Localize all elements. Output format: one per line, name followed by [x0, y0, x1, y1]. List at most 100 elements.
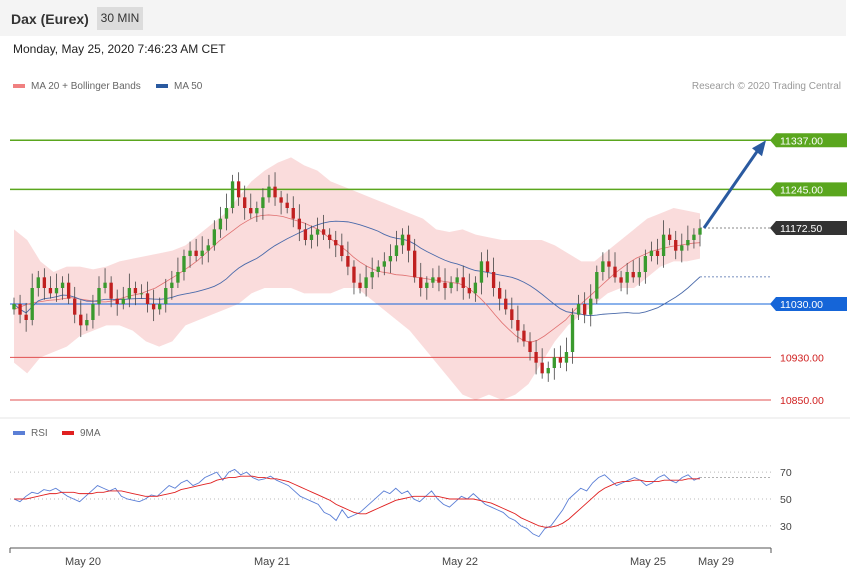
candle-body	[85, 320, 89, 326]
candle-body	[346, 256, 350, 267]
candle-body	[328, 234, 332, 240]
rsi-tick-label: 30	[780, 521, 792, 533]
candle-body	[164, 288, 168, 304]
candle-body	[491, 272, 496, 288]
timeframe-badge[interactable]: 30 MIN	[97, 7, 143, 30]
candle-body	[467, 288, 471, 294]
price-levels	[10, 139, 771, 401]
candle-body	[376, 266, 380, 272]
legend-ma50: MA 50	[156, 81, 202, 92]
level-label: 10850.00	[780, 395, 824, 407]
candle-body	[285, 202, 289, 208]
candle-body	[504, 298, 508, 310]
candle-body	[42, 277, 47, 288]
candle-body	[607, 261, 611, 267]
candle-body	[297, 218, 301, 230]
candle-body	[36, 277, 40, 288]
x-tick-label: May 22	[442, 556, 478, 568]
candle-body	[413, 250, 417, 278]
candle-body	[261, 197, 265, 208]
candle-body	[12, 304, 16, 310]
candle-body	[649, 250, 654, 256]
candle-body	[267, 186, 271, 198]
candle-body	[558, 357, 563, 363]
candle-body	[528, 341, 532, 352]
candle-body	[176, 272, 180, 283]
candle-body	[109, 282, 113, 299]
level-label: 11172.50	[780, 223, 822, 235]
instrument-title: Dax (Eurex)	[11, 11, 89, 27]
candle-body	[364, 277, 368, 288]
candle-body	[170, 282, 174, 288]
level-label: 10930.00	[780, 352, 824, 364]
candle-body	[200, 250, 204, 256]
candle-body	[425, 282, 429, 288]
legend-rsi-label: RSI	[31, 428, 48, 439]
candle-body	[24, 314, 28, 320]
arrow-head-icon	[752, 140, 766, 157]
candle-body	[249, 208, 253, 214]
candle-body	[212, 229, 217, 246]
candle-body	[497, 288, 502, 299]
target-arrow	[702, 140, 766, 229]
candle-body	[230, 181, 235, 208]
candle-body	[637, 272, 641, 278]
candle-body	[570, 314, 575, 352]
x-axis: May 20 May 21 May 22 May 25 May 29	[9, 547, 772, 568]
candle-body	[291, 208, 295, 219]
candle-body	[273, 186, 277, 198]
candle-body	[224, 208, 229, 219]
level-label: 11337.00	[780, 135, 823, 147]
candle-body	[48, 288, 53, 294]
rsi-ma-line	[14, 475, 700, 528]
candle-body	[79, 314, 83, 326]
candle-body	[522, 330, 526, 342]
bollinger-swatch-icon	[13, 84, 25, 89]
candle-body	[340, 245, 344, 256]
candle-body	[145, 293, 150, 304]
level-tag-resistance	[770, 133, 847, 148]
bollinger-bands	[14, 157, 700, 400]
legend-rsi: RSI	[13, 428, 48, 439]
candle-body	[382, 261, 386, 267]
legend-9ma-label: 9MA	[80, 428, 101, 439]
level-label: 11245.00	[780, 184, 823, 196]
candle-body	[680, 245, 684, 251]
candle-body	[188, 250, 192, 256]
rsi-ma-swatch-icon	[62, 431, 74, 436]
candle-body	[91, 304, 95, 320]
price-labels[interactable]: 11337.00 11245.00 11172.50 11030.00 10930.00…	[770, 133, 847, 407]
candle-body	[692, 234, 696, 240]
candle-body	[394, 245, 399, 256]
candle-body	[510, 309, 514, 320]
rsi-tick-label: 70	[780, 467, 792, 479]
ma50-line	[13, 220, 701, 317]
candle-body	[218, 218, 223, 230]
date-line: Monday, May 25, 2020 7:46:23 AM CET	[13, 42, 226, 56]
candle-body	[546, 368, 550, 374]
level-tag-resistance	[770, 182, 847, 197]
candle-body	[243, 197, 247, 208]
candle-body	[595, 272, 599, 299]
candle-body	[643, 256, 648, 272]
bollinger-band-area	[14, 157, 700, 400]
candle-body	[406, 234, 411, 251]
candle-body	[370, 272, 374, 278]
candle-body	[97, 288, 101, 304]
candle-body	[151, 304, 156, 310]
x-tick-label: May 29	[698, 556, 734, 568]
candle-body	[30, 288, 34, 320]
x-tick-label: May 21	[254, 556, 290, 568]
candle-body	[358, 282, 362, 288]
candle-body	[133, 288, 138, 294]
candle-body	[437, 277, 441, 283]
level-tag-last	[770, 221, 847, 235]
candle-body	[625, 272, 629, 283]
candle-body	[127, 288, 132, 299]
candle-body	[686, 240, 690, 246]
candle-body	[321, 229, 326, 235]
candle-body	[388, 256, 393, 262]
candle-body	[352, 266, 356, 283]
candle-body	[534, 352, 538, 363]
